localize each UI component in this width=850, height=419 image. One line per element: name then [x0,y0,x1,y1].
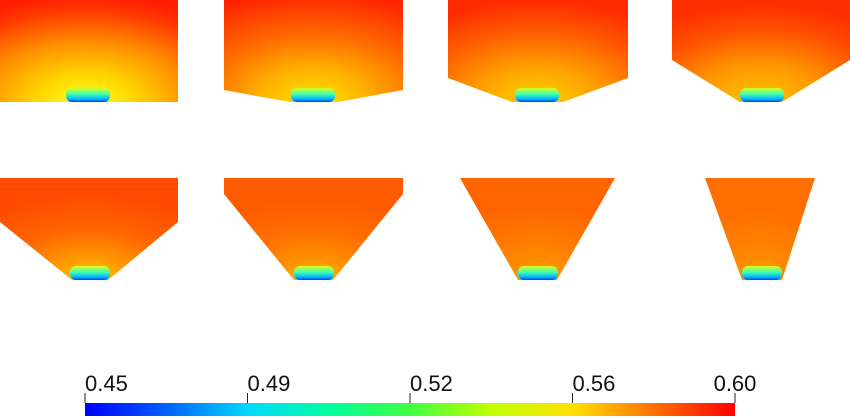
colorbar-gradient [85,403,735,416]
panel-5 [0,178,178,280]
colorbar-tick-label: 0.60 [714,371,757,396]
panel-7 [460,178,615,280]
panel-3 [448,0,628,102]
panel-4 [672,0,850,102]
panel-1 [0,0,178,102]
colorbar-tick-label: 0.45 [85,371,128,396]
panel-6 [224,178,403,280]
panel-8 [705,178,815,280]
colorbar-tick-label: 0.56 [573,371,616,396]
colorbar-tick-label: 0.52 [410,371,453,396]
colorbar-ticks: 0.45 0.49 0.52 0.56 0.60 [84,371,757,403]
colorbar-tick-label: 0.49 [248,371,291,396]
panel-2 [224,0,403,102]
colorbar: 0.45 0.49 0.52 0.56 0.60 [84,371,757,416]
